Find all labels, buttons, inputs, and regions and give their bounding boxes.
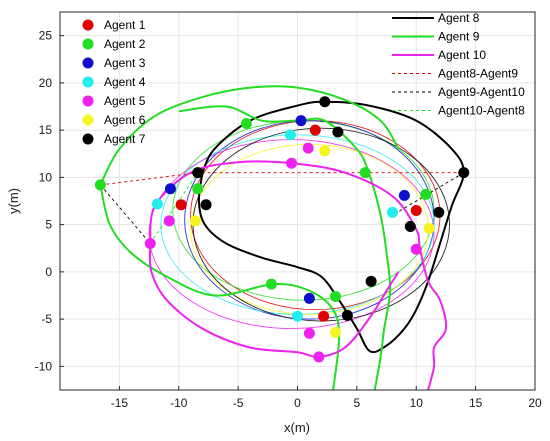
agent-marker: [303, 292, 315, 304]
agent-marker: [189, 215, 201, 227]
x-axis-label: x(m): [284, 420, 310, 435]
agent-marker: [265, 278, 277, 290]
leader-trajectory: [99, 85, 400, 186]
agent-marker: [164, 183, 176, 195]
y-tick-label: 10: [39, 170, 53, 184]
legend-label: Agent10-Agent8: [438, 104, 525, 118]
agent-marker: [458, 167, 470, 179]
agent-marker: [319, 96, 331, 108]
agent-marker: [341, 309, 353, 321]
agent-marker: [240, 118, 252, 130]
y-tick-label: 25: [39, 29, 53, 43]
formation-link: [100, 184, 151, 244]
series-layer: [94, 85, 470, 390]
agent-marker: [330, 290, 341, 302]
x-tick-label: 20: [528, 396, 542, 410]
legend-label: Agent 10: [438, 48, 486, 62]
x-tick-label: 0: [294, 396, 301, 410]
agent-marker: [192, 167, 204, 179]
agent-marker: [309, 124, 321, 136]
agent-marker: [330, 326, 341, 338]
agent-marker: [192, 183, 204, 195]
axis-ticks: -15 -10 -5 0 5 10 15 20 -10 -5 0 5 10 15 20 25: [35, 29, 542, 410]
legend-label: Agent 5: [104, 94, 146, 108]
legend-marker: [82, 95, 94, 107]
agent-marker: [319, 145, 331, 157]
legend-marker: [82, 57, 94, 69]
agent-marker: [303, 327, 315, 339]
legend-label: Agent 8: [438, 11, 480, 25]
agent-marker: [200, 199, 212, 211]
agent-marker: [332, 126, 344, 138]
y-tick-label: -5: [41, 312, 52, 326]
leader-trajectory: [99, 184, 341, 390]
agent-marker: [365, 275, 377, 287]
agent-marker: [423, 222, 435, 234]
legend-label: Agent 4: [104, 75, 146, 89]
leader-trajectory: [149, 160, 448, 390]
agent-marker: [387, 206, 398, 218]
legend-marker: [82, 38, 94, 50]
x-tick-label: -10: [170, 396, 188, 410]
legend-label: Agent9-Agent10: [438, 85, 525, 99]
agent-marker: [144, 238, 156, 250]
x-tick-label: -5: [233, 396, 244, 410]
agent-marker: [292, 310, 303, 322]
agent-marker: [313, 351, 325, 363]
y-tick-label: 20: [39, 76, 53, 90]
agent-marker: [94, 179, 106, 191]
agent-marker: [163, 215, 175, 227]
legend-label: Agent 9: [438, 30, 480, 44]
agent-marker: [286, 157, 298, 169]
y-tick-label: 5: [45, 218, 52, 232]
x-tick-label: 5: [354, 396, 361, 410]
agent-marker: [410, 243, 422, 255]
agent-marker: [420, 188, 432, 200]
agent-marker: [318, 310, 330, 322]
agent-marker: [175, 199, 187, 211]
legend-label: Agent 6: [104, 113, 146, 127]
agent-marker: [410, 204, 422, 216]
agent-marker: [295, 115, 307, 127]
agent-marker: [359, 167, 371, 179]
legend-left: Agent 1 Agent 2 Agent 3 Agent 4 Agent 5 Agent…: [82, 18, 146, 146]
legend-label: Agent 2: [104, 37, 146, 51]
legend-label: Agent 1: [104, 18, 146, 32]
x-tick-label: 10: [410, 396, 424, 410]
agent-marker: [302, 142, 314, 154]
formation-link: [149, 172, 199, 244]
legend-label: Agent8-Agent9: [438, 67, 518, 81]
x-tick-label: -15: [111, 396, 129, 410]
agent-marker: [404, 221, 416, 233]
legend-marker: [82, 76, 94, 88]
formation-link: [392, 172, 464, 216]
y-tick-label: -10: [35, 359, 53, 373]
leader-trajectory: [148, 243, 400, 359]
legend-right: Agent 8 Agent 9 Agent 10 Agent8-Agent9 Agent…: [392, 11, 525, 118]
agent-marker: [433, 206, 445, 218]
legend-marker: [82, 133, 94, 145]
legend-label: Agent 3: [104, 56, 146, 70]
legend-marker: [82, 114, 94, 126]
agent-marker: [284, 129, 296, 141]
y-tick-label: 15: [39, 123, 53, 137]
y-tick-label: 0: [45, 265, 52, 279]
y-axis-label: y(m): [6, 188, 21, 214]
legend-marker: [82, 19, 94, 31]
agent-marker: [398, 189, 410, 201]
x-tick-label: 15: [469, 396, 483, 410]
legend-label: Agent 7: [104, 132, 146, 146]
agent-marker: [151, 198, 163, 210]
